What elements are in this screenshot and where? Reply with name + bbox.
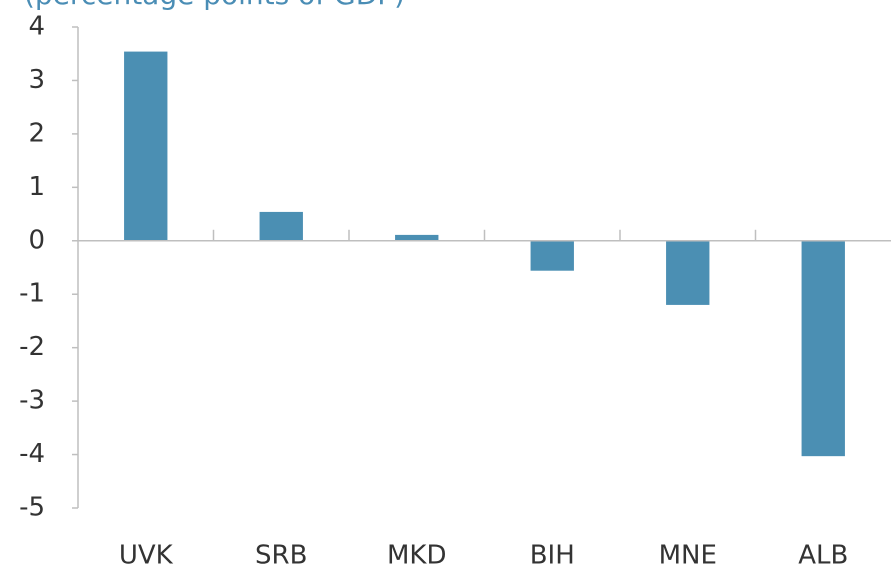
y-tick-label: -2 bbox=[19, 332, 45, 362]
x-tick-label: SRB bbox=[255, 541, 307, 570]
y-tick-label: -3 bbox=[19, 386, 45, 416]
bar bbox=[124, 51, 168, 241]
bar bbox=[801, 240, 845, 457]
bar bbox=[666, 240, 710, 305]
y-tick-label: -5 bbox=[19, 493, 45, 523]
bar bbox=[395, 234, 439, 241]
chart-subtitle: (percentage points of GDP) bbox=[24, 0, 405, 11]
x-tick-label: UVK bbox=[119, 541, 174, 570]
y-tick-label: 1 bbox=[28, 172, 45, 202]
x-tick-label: BIH bbox=[530, 541, 575, 570]
y-tick-label: -4 bbox=[19, 439, 45, 469]
y-tick-label: 0 bbox=[28, 225, 45, 255]
y-tick-label: 3 bbox=[28, 65, 45, 95]
y-tick-label: 2 bbox=[28, 118, 45, 148]
y-tick-label: 4 bbox=[28, 12, 45, 42]
x-tick-label: ALB bbox=[798, 541, 848, 570]
bar bbox=[259, 211, 303, 241]
bar bbox=[530, 240, 574, 271]
x-tick-label: MKD bbox=[387, 541, 447, 570]
y-tick-label: -1 bbox=[19, 279, 45, 309]
x-tick-label: MNE bbox=[659, 541, 717, 570]
